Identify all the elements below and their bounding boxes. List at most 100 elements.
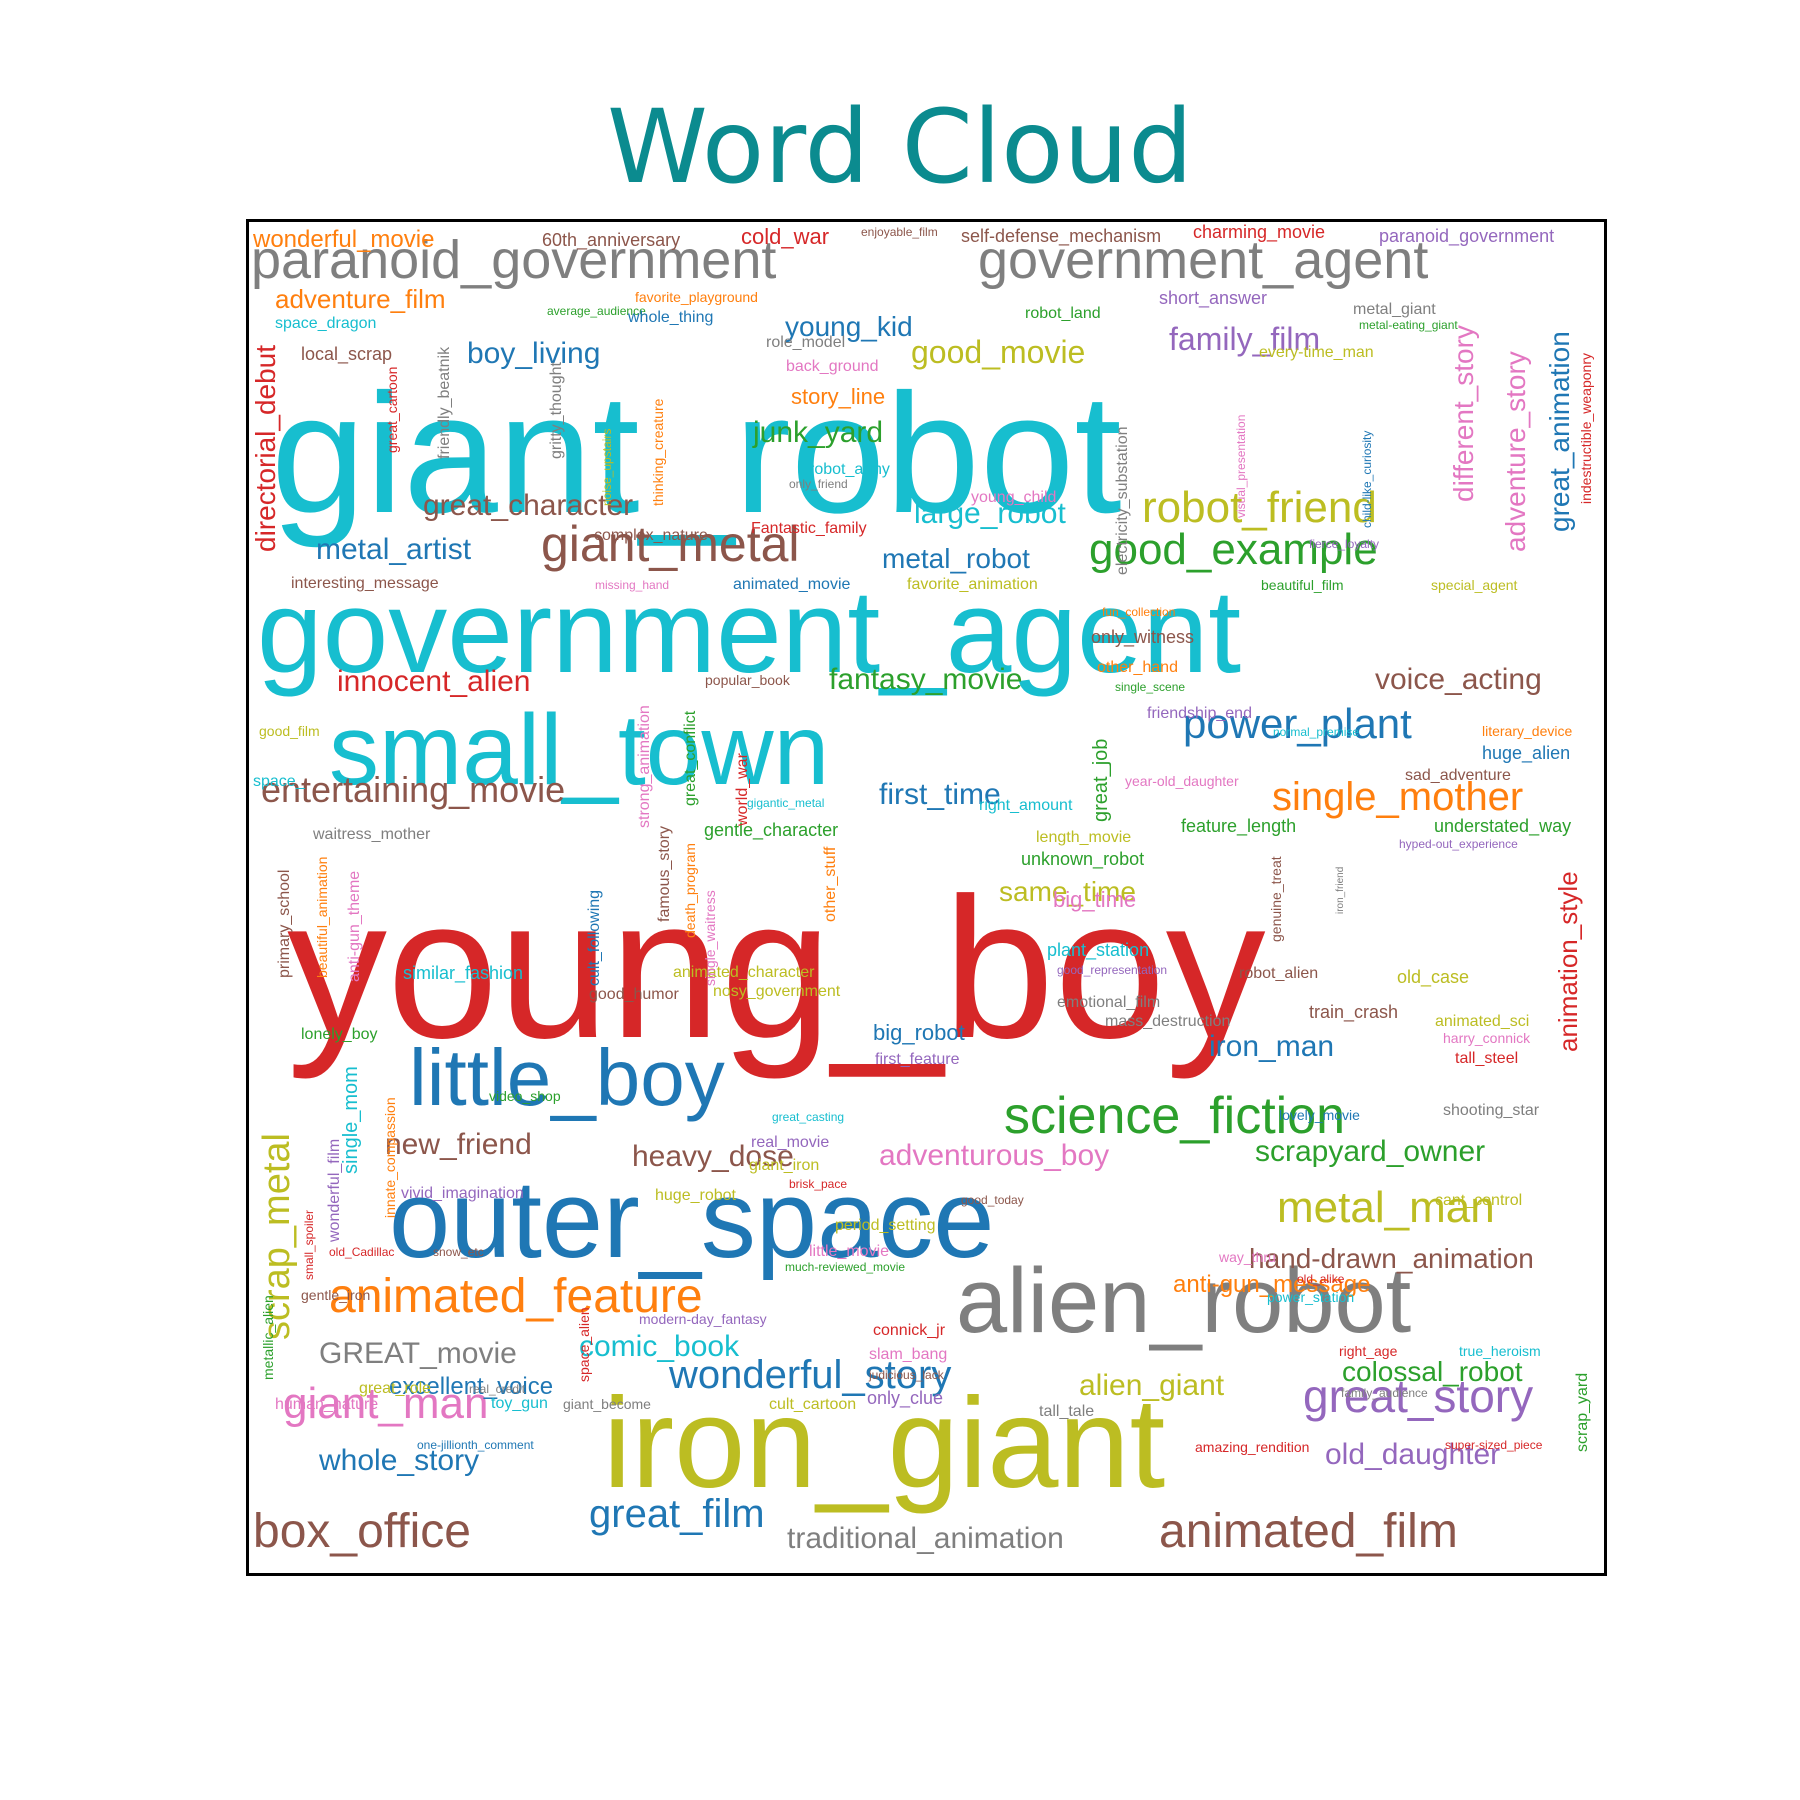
word-huge-robot: huge_robot	[655, 1187, 737, 1204]
word-friendship-end: friendship_end	[1147, 705, 1252, 722]
word-alien-giant: alien_giant	[1079, 1369, 1225, 1402]
word-gigantic-metal: gigantic_metal	[747, 796, 824, 810]
word-great-cartoon: great_cartoon	[384, 367, 400, 453]
word-single-waitress: single_waitress	[702, 890, 718, 986]
word-single-mother: single_mother	[1272, 775, 1523, 819]
word-amazing-rendition: amazing_rendition	[1195, 1439, 1309, 1455]
word-mass-destruction: mass_destruction	[1105, 1013, 1230, 1030]
word-favorite-playground: favorite_playground	[635, 289, 758, 305]
word-charming-movie: charming_movie	[1193, 222, 1325, 243]
word-great-job: great_job	[1090, 739, 1112, 822]
word-old-cadillac: old_Cadillac	[329, 1245, 394, 1259]
word-animated-movie: animated_movie	[733, 576, 851, 593]
chart-title: Word Cloud	[607, 88, 1193, 207]
word-back-ground: back_ground	[786, 358, 879, 375]
word-popular-book: popular_book	[705, 672, 791, 688]
word-gritty-thought: gritty_thought	[548, 361, 565, 459]
word-gentle-character: gentle_character	[704, 820, 838, 841]
word-government-agent: government_agent	[978, 230, 1428, 290]
word-missing-hand: missing_hand	[595, 578, 669, 592]
word-true-heroism: true_heroism	[1459, 1343, 1541, 1359]
word-paranoid-government: paranoid_government	[251, 230, 776, 290]
word-judicious-lack: judicious_lack	[868, 1368, 945, 1382]
word-anti-gun-theme: anti-gun_theme	[346, 871, 363, 982]
word-much-reviewed-movie: much-reviewed_movie	[785, 1260, 905, 1274]
word-story-line: story_line	[791, 384, 885, 409]
word-robot-alien: robot_alien	[1239, 965, 1318, 982]
word-great-casting: great_casting	[772, 1110, 844, 1124]
word-understated-way: understated_way	[1434, 816, 1571, 837]
word-giant-man: giant_man	[283, 1379, 488, 1428]
word-self-defense-mechanism: self-defense_mechanism	[961, 226, 1161, 247]
word-wonderful-film: wonderful_film	[326, 1139, 343, 1243]
word-heavy-dose: heavy_dose	[632, 1140, 794, 1173]
word-first-feature: first_feature	[875, 1051, 960, 1068]
word-giant-robot: giant_robot	[271, 359, 1122, 549]
word-huge-alien: huge_alien	[1482, 743, 1570, 764]
word-robot-land: robot_land	[1025, 305, 1101, 322]
word-young-boy: young_boy	[287, 857, 1266, 1080]
word-connick-jr: connick_jr	[873, 1322, 946, 1339]
word-animation-style: animation_style	[1553, 871, 1583, 1052]
word-whole-thing: whole_thing	[627, 309, 713, 326]
word-cult-following: cult_following	[586, 890, 603, 986]
word-power-station: power_station	[1267, 1289, 1354, 1305]
word-visual-presentation: visual_presentation	[1234, 415, 1248, 518]
word-modern-day-fantasy: modern-day_fantasy	[639, 1311, 767, 1327]
word-hyped-out-experience: hyped-out_experience	[1399, 837, 1518, 851]
word-scrap-metal: scrap_metal	[256, 1133, 298, 1340]
word-iron-giant: iron_giant	[603, 1372, 1165, 1515]
word-wonderful-movie: wonderful_movie	[252, 226, 434, 253]
word-average-audience: average_audience	[547, 304, 646, 318]
word-anti-gun-message: anti-gun_message	[1173, 1271, 1370, 1298]
word-only-friend: only_friend	[789, 477, 848, 491]
word-60th-anniversary: 60th_anniversary	[542, 230, 680, 251]
word-real-credit: real_credit	[469, 1382, 526, 1396]
word-fantastic-family: Fantastic_family	[751, 520, 867, 537]
word-video-shop: video_shop	[489, 1088, 561, 1104]
word-iron-man: iron_man	[1209, 1030, 1334, 1063]
word-death-program: death_program	[682, 843, 698, 938]
word-year-old-daughter: year-old_daughter	[1125, 773, 1239, 789]
word-old-case: old_case	[1397, 967, 1469, 988]
word-animated-sci: animated_sci	[1435, 1013, 1529, 1030]
word-electricity-substation: electricity_substation	[1114, 426, 1131, 575]
word-tall-tale: tall_tale	[1039, 1403, 1094, 1420]
word-fun-collection: fun_collection	[1102, 605, 1175, 619]
word-adventure-film: adventure_film	[275, 284, 446, 314]
word-strong-animation: strong_animation	[636, 705, 653, 828]
word-super-sized-piece: super-sized_piece	[1445, 1438, 1543, 1452]
word-emotional-film: emotional_film	[1057, 994, 1160, 1011]
word-family-audience: family_audience	[1341, 1386, 1428, 1400]
word-paranoid-government: paranoid_government	[1379, 226, 1554, 247]
word-small-town: small_town	[329, 694, 829, 806]
word-metallic-alien: metallic_alien	[260, 1295, 276, 1380]
word-animated-feature: animated_feature	[329, 1270, 703, 1323]
word-cold-war: cold_war	[741, 224, 829, 249]
word-plant-station: plant_station	[1047, 940, 1149, 961]
word-giant-iron: giant_iron	[749, 1157, 819, 1174]
word-big-robot: big_robot	[873, 1020, 965, 1045]
word-single-scene: single_scene	[1115, 680, 1185, 694]
word-great-character: great_character	[423, 489, 633, 522]
word-different-story: different_story	[1448, 325, 1479, 502]
word-waitress-mother: waitress_mother	[312, 826, 431, 843]
word-noise-upstairs: noise_upstairs	[600, 429, 614, 506]
word-right-amount: right_amount	[979, 797, 1073, 814]
word-feature-length: feature_length	[1181, 816, 1296, 837]
word-length-movie: length_movie	[1036, 829, 1131, 846]
word-directorial-debut: directorial_debut	[250, 345, 281, 552]
word-one-jillionth-comment: one-jillionth_comment	[417, 1438, 534, 1452]
word-real-movie: real_movie	[751, 1134, 829, 1151]
word-hand-drawn-animation: hand-drawn_animation	[1249, 1243, 1534, 1274]
word-big-time: big_time	[1053, 887, 1136, 912]
word-right-age: right_age	[1339, 1343, 1398, 1359]
word-other-hand: other_hand	[1097, 659, 1178, 676]
word-cloud-canvas: young_boy giant_robot government_agentiron…	[250, 222, 1594, 1558]
word-boy-living: boy_living	[467, 337, 600, 370]
word-primary-school: primary_school	[276, 870, 293, 978]
word-harry-connick: harry_connick	[1443, 1030, 1531, 1046]
word-other-stuff: other_stuff	[822, 846, 839, 922]
word-normal-premise: normal_premise	[1273, 725, 1359, 739]
word-robot-friend: robot_friend	[1142, 483, 1377, 532]
